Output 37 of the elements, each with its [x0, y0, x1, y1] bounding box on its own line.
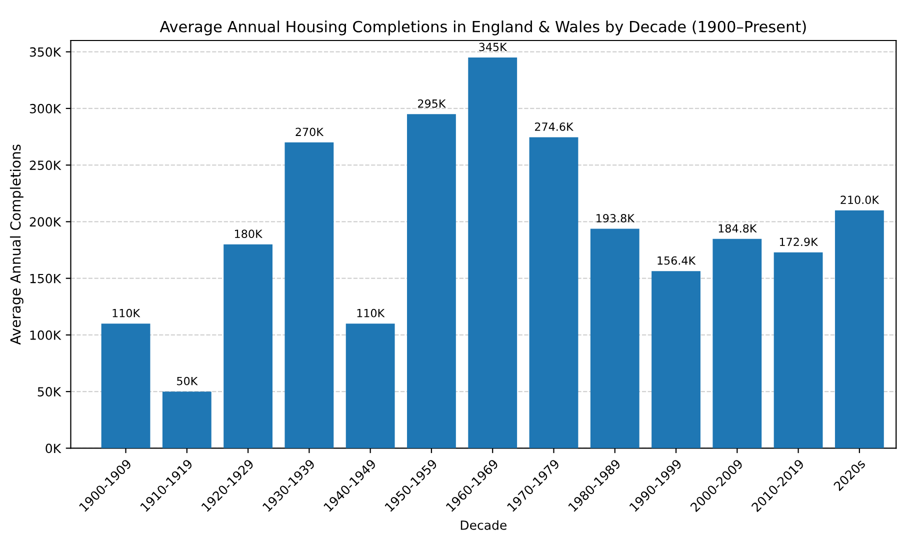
y-tick-label: 100K — [30, 330, 62, 340]
data-label: 110K — [357, 308, 385, 318]
bar — [101, 324, 150, 448]
bar — [468, 57, 518, 448]
chart-title: Average Annual Housing Completions in England & Wales by Decade (1900–Present) — [160, 20, 806, 36]
y-tick-label: 250K — [30, 160, 62, 170]
bar — [346, 324, 395, 448]
data-label: 50K — [177, 376, 198, 386]
data-label: 274.6K — [535, 122, 574, 131]
bar — [590, 228, 640, 448]
data-label: 193.8K — [596, 214, 635, 222]
data-label: 210.0K — [840, 196, 880, 204]
data-label: 156.4K — [658, 256, 696, 265]
data-label: 345K — [479, 42, 508, 52]
bar — [162, 392, 212, 448]
y-tick-label: 300K — [30, 104, 62, 114]
y-tick-label: 50K — [38, 387, 62, 396]
data-label: 184.8K — [718, 224, 757, 233]
data-label: 172.9K — [780, 238, 818, 246]
y-tick-label: 200K — [30, 217, 62, 227]
bar — [529, 137, 578, 448]
data-label: 270K — [296, 128, 324, 136]
data-label: 295K — [418, 99, 446, 108]
bar — [712, 238, 762, 448]
y-tick-label: 150K — [30, 274, 62, 284]
y-axis-title: Average Annual Completions — [10, 144, 24, 345]
data-label: 180K — [235, 230, 263, 238]
bar — [284, 142, 334, 448]
bar — [774, 252, 823, 448]
y-tick-label: 350K — [30, 47, 62, 57]
y-tick-label: 0K — [46, 444, 62, 454]
bar — [834, 210, 884, 448]
bar — [224, 244, 273, 448]
x-axis-title: Decade — [460, 520, 506, 530]
data-label: 110K — [112, 308, 140, 318]
bar — [652, 271, 700, 448]
bar — [407, 114, 456, 448]
